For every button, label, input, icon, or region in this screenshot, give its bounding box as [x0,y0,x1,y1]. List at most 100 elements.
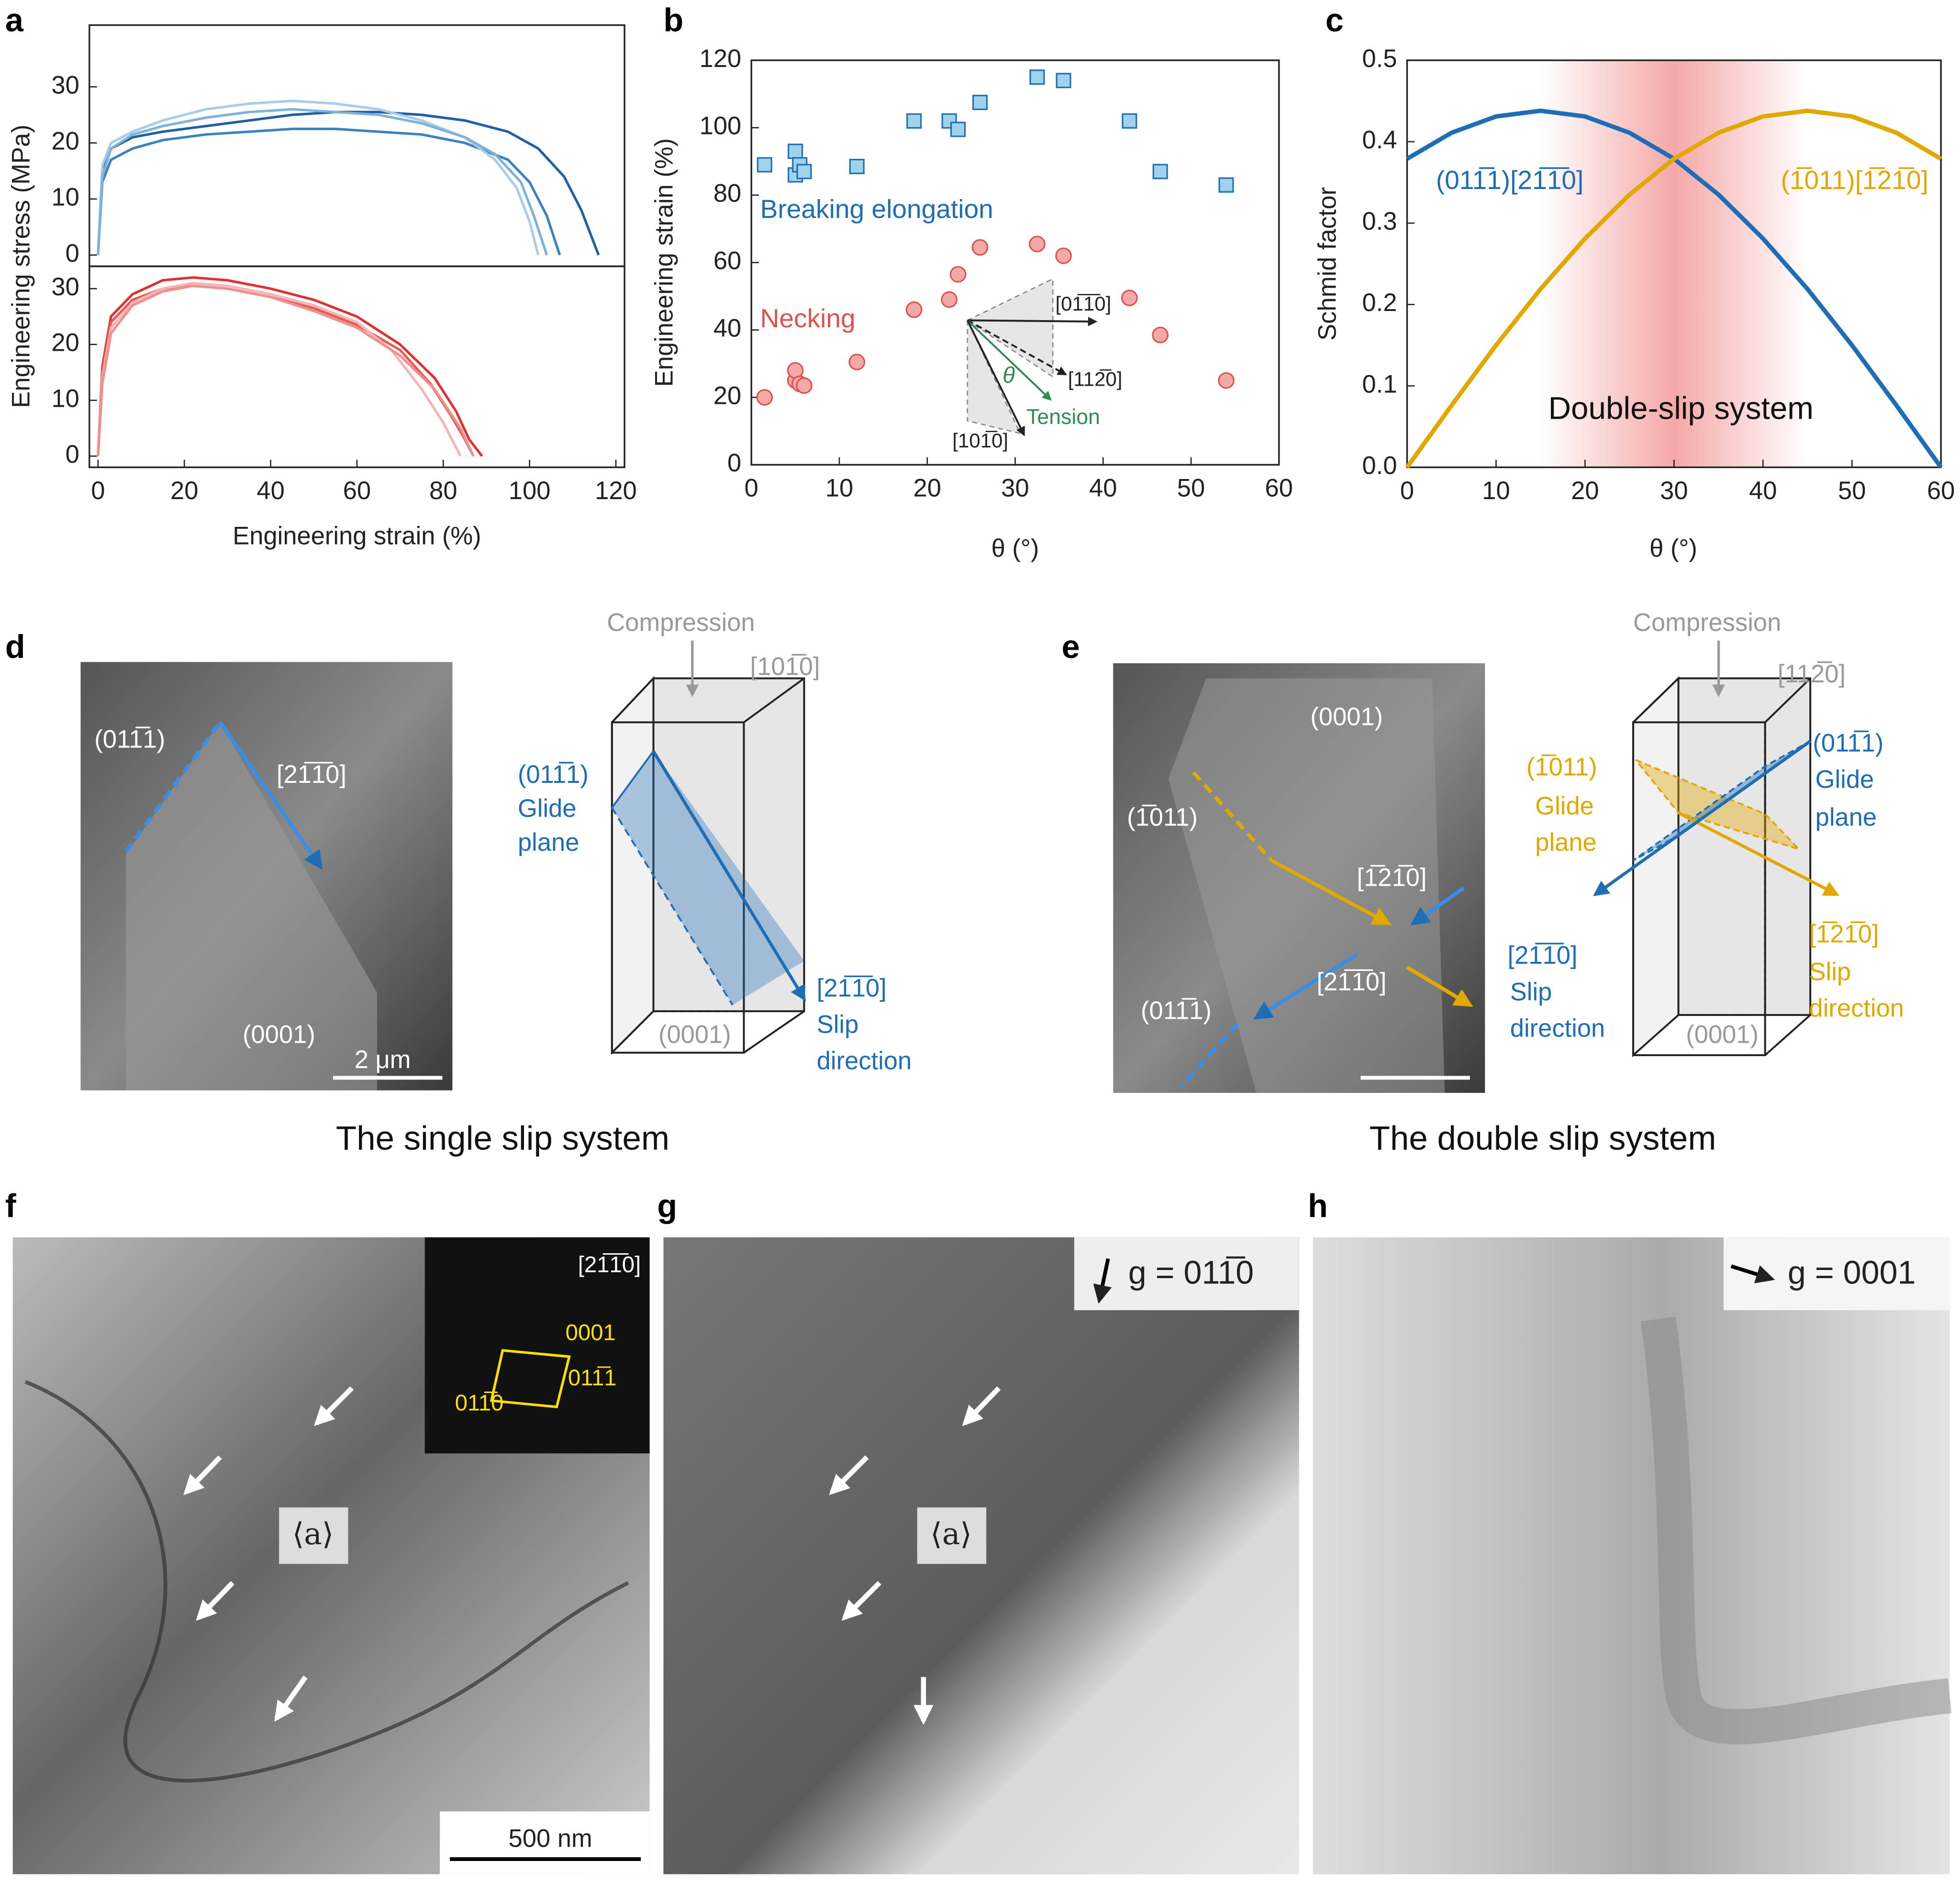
y-tick-label: 0 [727,449,741,477]
marker [1055,247,1072,264]
pillar [125,722,377,1091]
plot-frame [750,59,1280,466]
y-tick-label: 20 [713,381,741,410]
schematic [611,640,806,1055]
slip-arrow [218,721,323,870]
diffraction-inset [424,1237,650,1454]
unit-cell [490,1349,571,1408]
marker [849,158,865,174]
series-label: Necking [760,303,856,333]
y-tick-label: 10 [51,183,79,212]
label: [21̅1̅0] [277,760,346,789]
g-vector [1093,1258,1112,1304]
y-tick-label: 120 [700,45,742,73]
x-tick-label: 120 [595,477,637,505]
label-box [279,1507,348,1564]
x-tick-label: 60 [343,477,371,505]
x-tick-label: 0 [745,474,758,502]
panel-letter: b [663,2,683,38]
label: Glide [1815,766,1874,794]
y-tick-label: 80 [713,179,741,208]
y-tick-label: 40 [713,314,741,342]
chart: 0.0 0.1 0.2 0.3 0.4 0.5 0 10 20 30 40 50 60 c Schmid f… [1314,2,1955,562]
x-tick-label: 40 [256,477,284,505]
y-axis-label: Engineering strain (%) [650,138,679,387]
label: (1̅011) [1127,803,1198,831]
label: Compression [1633,609,1781,637]
glide-trace [1192,771,1273,862]
label: (011̅1) [94,725,165,754]
inset-label: θ [1002,363,1015,388]
x-tick-label: 100 [509,477,551,505]
y-tick-label: 10 [51,384,79,412]
label: (1̅011) [1526,753,1597,781]
marker [756,389,773,406]
y-tick-label: 30 [51,71,79,99]
y-tick-label: 0.5 [1362,45,1397,73]
x-tick-label: 20 [1571,477,1599,505]
label: direction [817,1047,912,1075]
marker [906,113,922,129]
marker [1121,290,1138,306]
shaded-range [1540,60,1808,468]
panel-letter: a [5,2,24,38]
label: direction [1809,994,1904,1022]
marker [905,301,923,318]
y-tick-label: 20 [51,127,79,156]
panel-letter: e [1062,629,1080,665]
label: Glide [518,794,577,823]
plot-frame [89,24,625,267]
dislocation [24,1380,629,1783]
scale-label: 2 μm [355,1046,411,1074]
y-tick-label: 60 [713,247,741,275]
scale-label: 500 nm [509,1825,592,1853]
x-tick-label: 20 [170,477,198,505]
plot-frame [89,265,625,468]
label: (011̅1) [1141,997,1212,1025]
marker [848,354,866,370]
line [97,284,475,457]
y-tick-label: 30 [51,273,79,301]
tem-image [1313,1237,1950,1874]
line [97,276,483,457]
x-tick-label: 40 [1749,477,1777,505]
marker [950,122,966,137]
label: Compression [607,609,755,637]
x-tick-label: 20 [913,474,941,502]
label: [21̅1̅0] [1508,941,1578,969]
x-tick-label: 30 [1001,474,1029,502]
label: g = 011̅0 [1128,1254,1254,1291]
y-tick-label: 0 [66,239,79,267]
line [97,100,540,256]
marker [1122,113,1137,129]
slip-arrow [1253,953,1358,1020]
label: g = 0001 [1788,1254,1916,1291]
pillar [1168,678,1445,1093]
panel-letter: g [657,1188,677,1224]
y-tick-label: 0.4 [1362,126,1397,154]
label: plane [518,828,579,857]
y-tick-label: 20 [51,329,79,357]
line [97,108,548,256]
y-tick-label: 0.0 [1362,451,1397,479]
g-vector [1730,1264,1775,1283]
marker [941,291,958,308]
caption: The single slip system [336,1119,669,1157]
x-axis-label: θ (°) [991,535,1039,563]
y-tick-label: 0.3 [1362,207,1397,235]
marker [1056,73,1071,89]
marker [971,239,989,256]
inset-diagram: [01̅1̅0] [112̅0] [101̅0] θ Tension [952,278,1122,452]
slip-arrow [1406,965,1473,1007]
label: (0001) [658,1021,731,1049]
label: [112̅0] [1778,660,1846,688]
marker [796,164,812,179]
marker [1029,235,1046,253]
marker [972,95,988,111]
label: [1̅21̅0] [1357,863,1427,891]
label: [21̅1̅0] [817,974,887,1002]
marker [796,377,813,394]
label: Slip [1809,958,1851,986]
label: ⟨a⟩ [930,1516,972,1551]
